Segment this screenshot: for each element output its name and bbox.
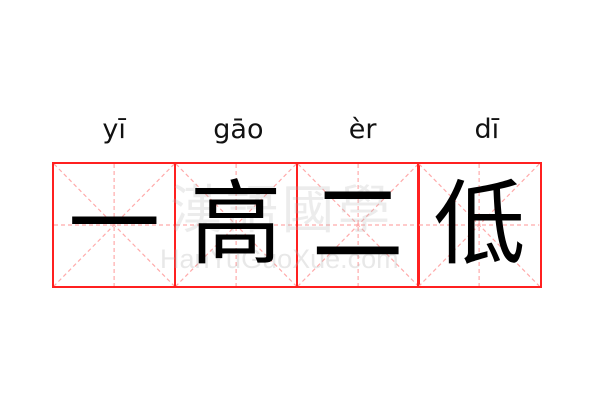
grid-guides	[419, 164, 539, 286]
guide-line	[298, 164, 418, 286]
hanzi-3: 二	[311, 171, 404, 278]
grid-cell: 二	[295, 162, 420, 288]
pinyin-3: èr	[348, 114, 377, 145]
guide-line	[419, 164, 539, 286]
hanzi-1: 一	[68, 171, 161, 278]
character-grid: 一 高 二 低	[52, 162, 549, 288]
grid-cell: 高	[173, 162, 298, 288]
watermark-url: HanYuGuoXue.com	[160, 244, 399, 274]
grid-guides	[298, 164, 418, 286]
guide-line	[54, 164, 174, 286]
pinyin-4: dī	[474, 114, 500, 145]
grid-cell: 一	[52, 162, 177, 288]
hanzi-4: 低	[433, 171, 526, 278]
hanzi-2: 高	[189, 171, 282, 278]
grid-guides	[54, 164, 174, 286]
pinyin-1: yī	[102, 114, 126, 145]
grid-cell: 低	[417, 162, 542, 288]
pinyin-row: yī gāo èr dī	[52, 112, 549, 148]
grid-guides	[176, 164, 296, 286]
watermark-chinese: 漢語國學	[170, 181, 395, 241]
pinyin-2: gāo	[213, 114, 264, 145]
guide-line	[176, 164, 296, 286]
